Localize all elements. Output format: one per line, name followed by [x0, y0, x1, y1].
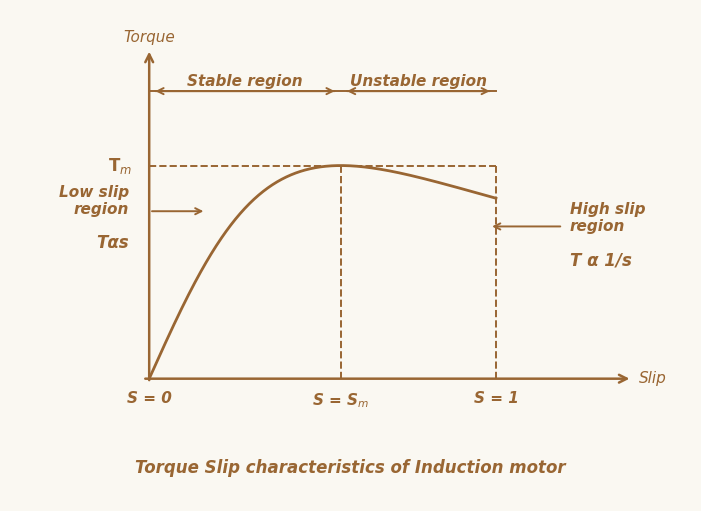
Text: S = 0: S = 0	[127, 391, 172, 406]
Text: T$_m$: T$_m$	[109, 155, 132, 176]
Text: region: region	[570, 219, 625, 234]
Text: Torque Slip characteristics of Induction motor: Torque Slip characteristics of Induction…	[135, 459, 566, 477]
Text: Tαs: Tαs	[97, 234, 129, 252]
Text: S = S$_m$: S = S$_m$	[312, 391, 369, 410]
Text: High slip: High slip	[570, 202, 646, 217]
Text: Low slip: Low slip	[59, 184, 129, 200]
Text: Unstable region: Unstable region	[350, 74, 487, 89]
Text: T α 1/s: T α 1/s	[570, 251, 632, 269]
Text: Torque: Torque	[123, 30, 175, 44]
Text: Slip: Slip	[639, 371, 667, 386]
Text: region: region	[74, 202, 129, 217]
Text: Stable region: Stable region	[187, 74, 303, 89]
Text: S = 1: S = 1	[474, 391, 519, 406]
